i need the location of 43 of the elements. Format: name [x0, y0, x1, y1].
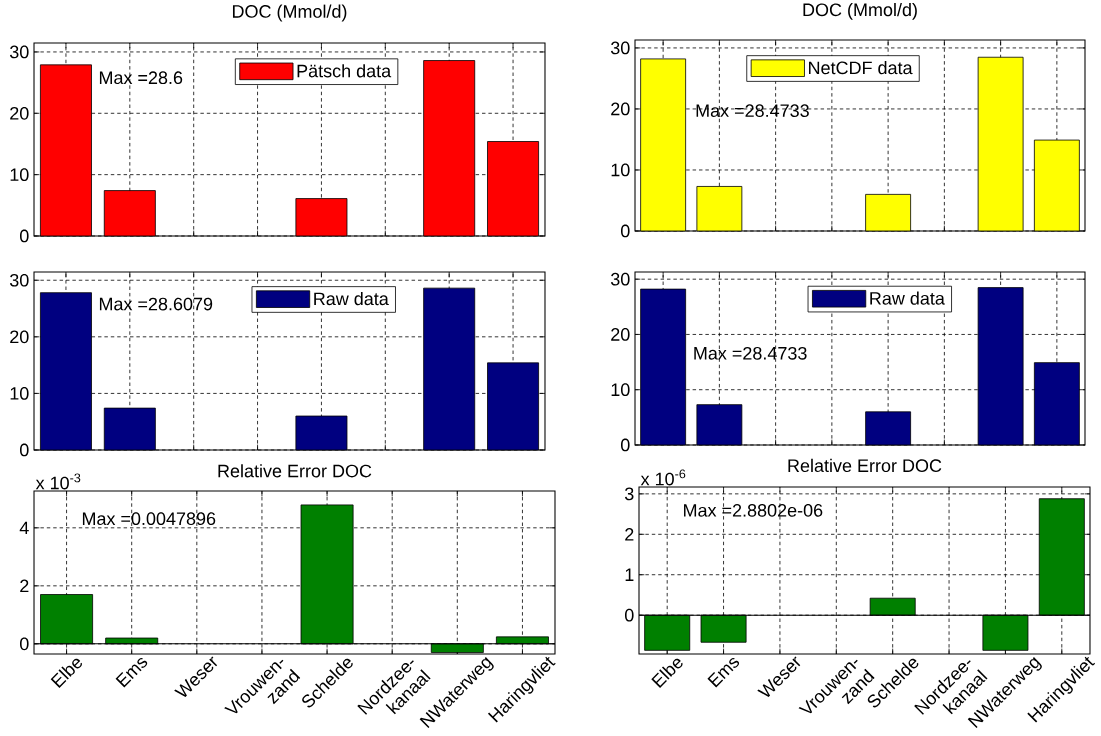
- chart-title: Relative Error DOC: [218, 464, 372, 478]
- y-tick-label: 20: [611, 328, 630, 341]
- chart-title: DOC (Mmol/d): [232, 4, 347, 22]
- y-tick-label: 2: [20, 579, 29, 593]
- y-tick-label: 3: [624, 487, 634, 501]
- y-tick-label: 30: [9, 45, 29, 59]
- y-tick-label: 10: [10, 387, 29, 400]
- y-tick-label: 0: [20, 229, 29, 243]
- x-tick-label: Ems: [707, 657, 740, 688]
- legend-label: Raw data: [314, 291, 389, 306]
- text: x 10$^{-3}$: [35, 473, 81, 490]
- annotation: Max =2.8802e-06: [684, 504, 823, 517]
- y-tick-label: 30: [610, 41, 630, 55]
- y-tick-label: 20: [611, 102, 630, 116]
- y-tick-label: 30: [610, 272, 630, 286]
- y-tick-label: 0: [20, 637, 29, 651]
- legend-label: Pätsch data: [297, 64, 392, 78]
- annotation: Max =28.6079: [99, 297, 213, 311]
- annotation: Max =28.4733: [694, 346, 807, 360]
- y-tick-label: 30: [9, 273, 29, 287]
- y-tick-label: 1: [625, 568, 634, 581]
- y-tick-label: 10: [10, 168, 29, 182]
- x-tick-label: Ems: [115, 657, 148, 688]
- y-tick-label: 10: [611, 383, 630, 397]
- chart-title: Relative Error DOC: [788, 458, 942, 473]
- annotation: Max =28.4733: [696, 104, 809, 118]
- annotation: Max =28.6: [99, 71, 183, 85]
- y-tick-label: 0: [620, 224, 630, 238]
- y-tick-label: 10: [611, 163, 630, 177]
- legend-label: NetCDF data: [809, 61, 913, 75]
- chart-title: DOC (Mmol/d): [803, 2, 917, 20]
- x-tick-label: Elbe: [50, 658, 82, 688]
- x-tick-label: Elbe: [651, 658, 683, 688]
- text: x 10$^{-6}$: [640, 469, 686, 486]
- legend-label: Raw data: [870, 291, 945, 305]
- y-tick-label: 20: [10, 330, 29, 344]
- y-tick-label: 4: [19, 521, 29, 535]
- y-tick-label: 2: [625, 528, 634, 541]
- y-tick-label: 0: [624, 608, 634, 622]
- y-tick-label: 0: [620, 438, 630, 452]
- y-tick-label: 20: [10, 106, 29, 120]
- y-tick-label: 0: [20, 443, 29, 457]
- annotation: Max =0.0047896: [82, 512, 216, 526]
